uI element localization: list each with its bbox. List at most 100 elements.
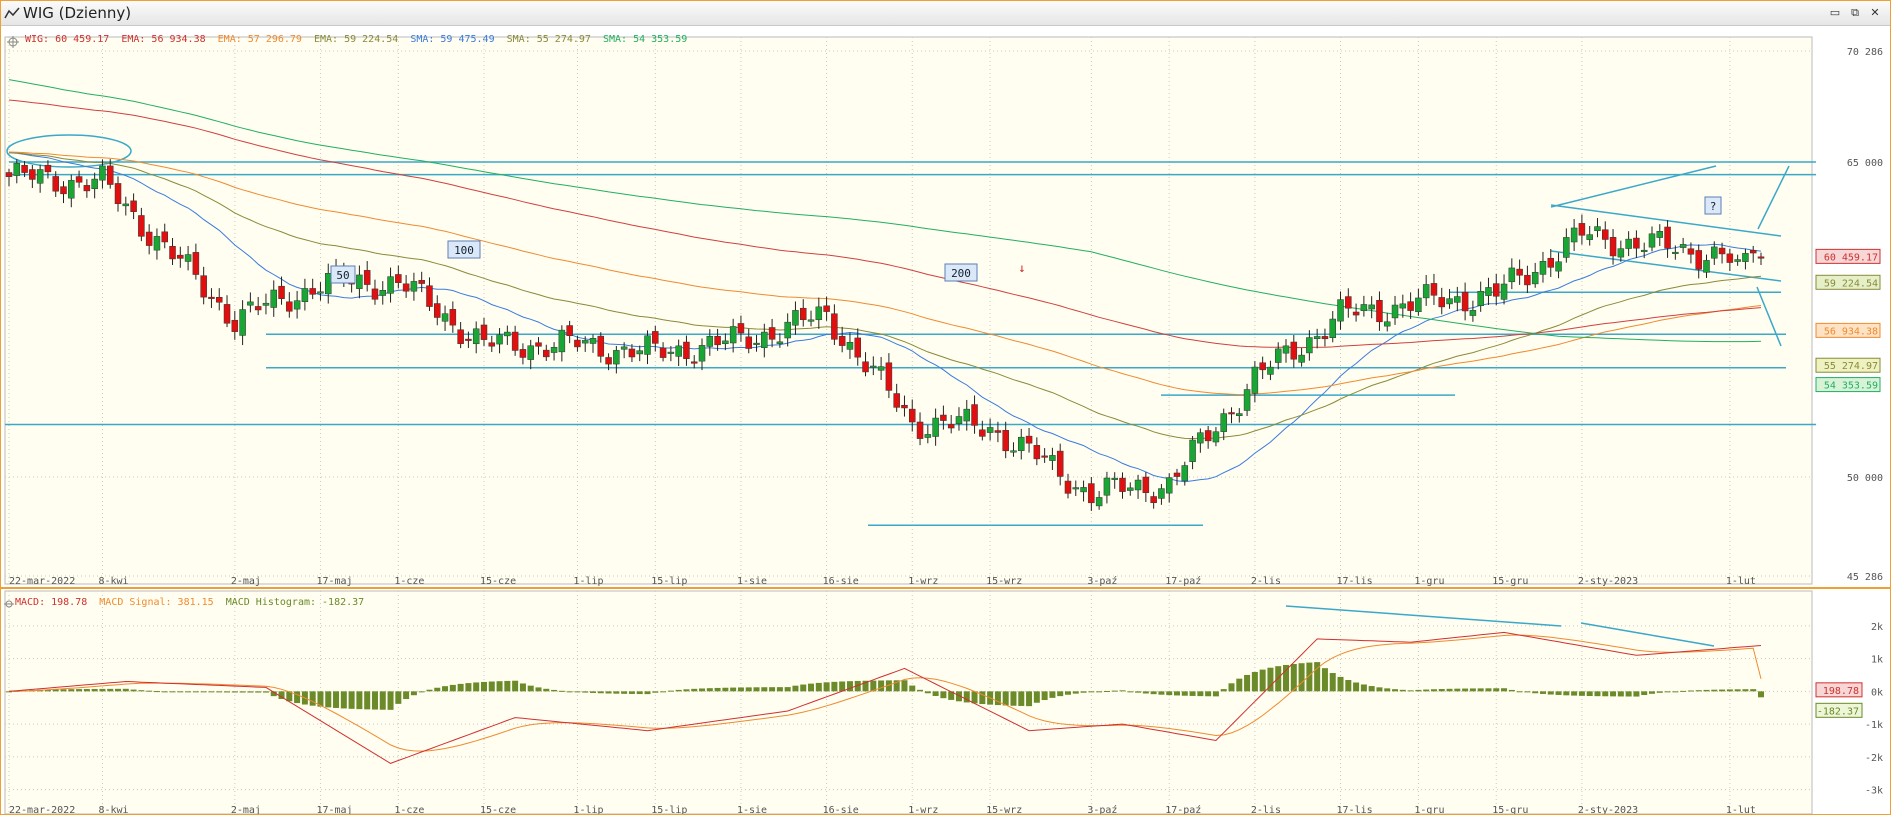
x-axis-label: 2-sty-2023 xyxy=(1578,576,1638,587)
candle xyxy=(1064,473,1072,499)
histogram-bar xyxy=(1423,689,1430,692)
candle-body xyxy=(1220,413,1227,432)
candle xyxy=(1461,282,1469,321)
candle xyxy=(1469,300,1477,322)
histogram-bar xyxy=(1018,691,1025,706)
candle xyxy=(177,246,184,268)
candle xyxy=(145,224,153,255)
crosshair-icon[interactable] xyxy=(4,600,14,608)
histogram-bar xyxy=(1376,687,1383,692)
x-axis-label: 17-maj xyxy=(316,805,352,814)
candle-body xyxy=(690,361,698,364)
crosshair-icon[interactable] xyxy=(7,36,19,48)
restore-icon[interactable]: ⧉ xyxy=(1851,6,1859,19)
histogram-bar xyxy=(1244,674,1251,692)
candle-body xyxy=(1664,226,1671,249)
annotation-box xyxy=(447,240,481,259)
candle-body xyxy=(1243,389,1251,411)
candle xyxy=(1415,288,1422,316)
histogram-bar xyxy=(1314,662,1321,692)
candle xyxy=(1002,421,1009,459)
arrow-down-icon: ↓ xyxy=(1018,261,1025,275)
candle-body xyxy=(1734,259,1741,262)
candle xyxy=(1547,248,1555,277)
candle xyxy=(1757,252,1765,265)
histogram-bar xyxy=(255,691,262,693)
histogram-bar xyxy=(1641,691,1648,696)
candle-body xyxy=(1749,250,1757,254)
histogram-bar xyxy=(1010,691,1017,706)
candle-body xyxy=(550,347,558,353)
x-axis-label: 8-kwi xyxy=(98,805,128,814)
histogram-bar xyxy=(247,691,254,693)
histogram-bar xyxy=(262,691,269,693)
candle xyxy=(223,295,231,328)
candle-body xyxy=(1469,310,1477,316)
histogram-bar xyxy=(1283,664,1290,692)
candle-body xyxy=(1524,274,1531,286)
candle xyxy=(924,424,932,444)
candle xyxy=(1633,230,1640,258)
candle xyxy=(737,315,745,342)
candle-body xyxy=(114,183,122,204)
candle-body xyxy=(1181,465,1189,482)
candle-body xyxy=(986,427,994,433)
histogram-bar xyxy=(1236,678,1243,692)
candle xyxy=(309,278,316,300)
candle-body xyxy=(620,346,628,350)
candle xyxy=(1625,231,1632,257)
chart-area[interactable]: 70 286 65 000 50 000 45 286 2k 1k 0k -1k -2k -3k 2… xyxy=(1,26,1890,814)
histogram-bar xyxy=(364,691,371,710)
candle-body xyxy=(737,323,745,334)
histogram-bar xyxy=(99,688,106,692)
candle-body xyxy=(301,288,309,302)
candle xyxy=(1399,294,1407,318)
candle xyxy=(325,263,332,304)
candle-body xyxy=(1127,487,1134,491)
candle-body xyxy=(1150,496,1157,503)
macd-y-axis-label: -2k xyxy=(1865,753,1883,764)
candle-body xyxy=(29,169,36,180)
candle xyxy=(597,332,605,363)
candle-body xyxy=(1080,487,1087,493)
candle-body xyxy=(278,285,285,299)
histogram-bar xyxy=(60,689,67,692)
candle-body xyxy=(807,319,815,322)
macd-value-box xyxy=(1815,702,1863,718)
legend-ema-2: EMA: 57 296.79 xyxy=(218,34,302,45)
candle-body xyxy=(68,180,75,199)
histogram-bar xyxy=(1111,690,1118,692)
x-axis-label: 16-sie xyxy=(823,805,859,814)
histogram-bar xyxy=(1353,682,1360,692)
close-icon[interactable]: ✕ xyxy=(1870,6,1880,19)
candle-body xyxy=(1446,298,1453,305)
candle xyxy=(371,279,379,305)
histogram-bar xyxy=(239,691,246,693)
x-axis-label: 1-wrz xyxy=(908,805,938,814)
histogram-bar xyxy=(1150,691,1157,695)
candle-body xyxy=(1033,445,1041,460)
value-box xyxy=(1815,322,1881,338)
legend-wig: WIG: 60 459.17 xyxy=(25,34,109,45)
histogram-bar xyxy=(1610,691,1617,697)
x-axis-label: 15-lip xyxy=(651,576,687,587)
histogram-bar xyxy=(574,691,581,693)
histogram-bar xyxy=(722,687,729,692)
candle xyxy=(729,318,737,353)
candle-body xyxy=(153,236,161,251)
candle xyxy=(1703,254,1710,278)
candle xyxy=(1422,275,1430,306)
candle xyxy=(13,159,21,184)
candle xyxy=(838,326,846,353)
histogram-bar xyxy=(1625,691,1632,697)
candle xyxy=(1446,289,1453,309)
candle xyxy=(581,336,589,352)
candle xyxy=(301,278,309,311)
title-bar[interactable]: WIG (Dzienny) ▭ ⧉ ✕ xyxy=(1,1,1890,26)
x-axis-label: 1-wrz xyxy=(908,576,938,587)
macd-legend: MACD: 198.78 MACD Signal: 381.15 MACD Hi… xyxy=(15,597,364,608)
histogram-bar xyxy=(395,691,402,704)
candle xyxy=(620,342,628,359)
candle-body xyxy=(1345,296,1352,309)
minimize-icon[interactable]: ▭ xyxy=(1829,6,1841,19)
